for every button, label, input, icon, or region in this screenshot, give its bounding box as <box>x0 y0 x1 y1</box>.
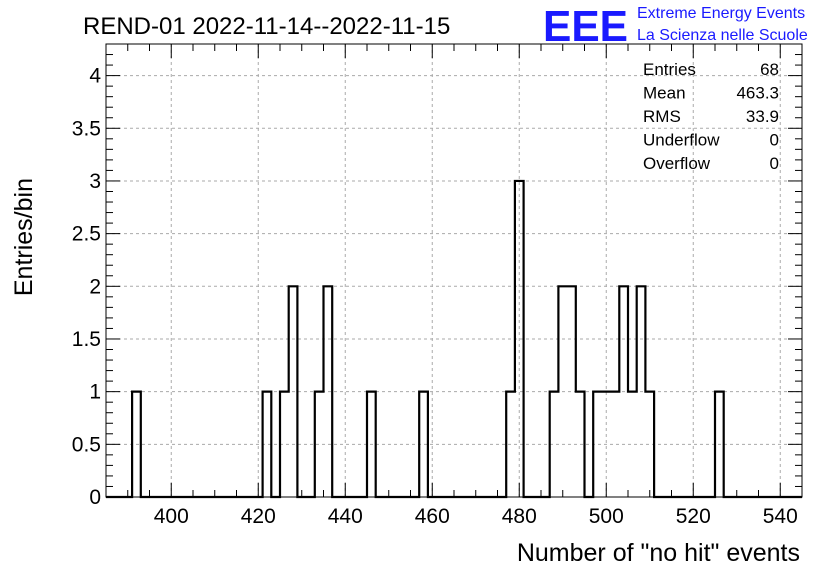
histogram-bin <box>628 392 637 497</box>
y-tick-label: 3.5 <box>72 117 101 140</box>
histogram-bin <box>458 76 467 497</box>
x-tick-label: 420 <box>241 505 276 528</box>
histogram-bin <box>315 392 324 497</box>
stats-value: 463.3 <box>736 84 779 103</box>
y-tick-label: 4 <box>89 65 101 88</box>
y-tick-label: 1.5 <box>72 328 101 351</box>
stats-box: Entries 68 Mean 463.3 RMS 33.9 Underflow 0 Overf… <box>643 60 779 173</box>
histogram-bin <box>289 286 298 497</box>
histogram-bin <box>232 392 241 497</box>
x-tick-label: 520 <box>676 505 711 528</box>
histogram-bin <box>345 392 354 497</box>
chart-title: REND-01 2022-11-14--2022-11-15 <box>83 13 450 40</box>
histogram-bin <box>367 392 376 497</box>
x-tick-labels: 400 420 440 460 480 500 520 540 <box>154 505 798 528</box>
histogram-bin <box>397 392 406 497</box>
histogram-bin <box>558 286 567 497</box>
histogram-bin <box>637 286 646 497</box>
histogram-bin <box>528 392 537 497</box>
y-tick-label: 0 <box>89 486 101 509</box>
histogram-bin <box>602 392 611 497</box>
y-tick-label: 1 <box>89 381 101 404</box>
histogram-bin <box>645 392 654 497</box>
stats-label: Underflow <box>643 131 720 150</box>
histogram-bin <box>619 286 628 497</box>
histogram-bin <box>537 286 546 497</box>
histogram-bin <box>493 392 502 497</box>
y-tick-label: 2.5 <box>72 223 101 246</box>
histogram-bin <box>772 392 781 497</box>
histogram-outline <box>106 179 802 499</box>
histogram-bin <box>441 286 450 497</box>
y-tick-label: 3 <box>89 170 101 193</box>
histogram-bin <box>354 392 363 497</box>
axis-ticks <box>106 43 803 498</box>
histogram-bin <box>250 392 259 497</box>
histogram-bin <box>302 286 311 497</box>
histogram-bin <box>389 392 398 497</box>
stats-value: 68 <box>760 60 779 79</box>
stats-label: Entries <box>643 60 696 79</box>
histogram-bin <box>132 392 141 497</box>
y-tick-label: 0.5 <box>72 433 101 456</box>
logo-line-2: La Scienza nelle Scuole <box>637 27 808 44</box>
histogram-bin <box>324 286 333 497</box>
histogram-bin <box>197 392 206 497</box>
x-tick-label: 500 <box>589 505 624 528</box>
stats-value: 33.9 <box>746 107 779 126</box>
x-tick-label: 400 <box>154 505 189 528</box>
histogram-bin <box>241 181 250 497</box>
stats-label: Mean <box>643 84 686 103</box>
x-tick-label: 480 <box>502 505 537 528</box>
histogram-bin <box>576 392 585 497</box>
histogram-bin <box>550 392 559 497</box>
y-axis-label: Entries/bin <box>10 178 38 296</box>
x-axis-label: Number of "no hit" events <box>517 539 800 567</box>
y-tick-label: 2 <box>89 275 101 298</box>
stats-value: 0 <box>770 154 779 173</box>
histogram-bin <box>515 181 524 497</box>
histogram-bin <box>567 286 576 497</box>
histogram-bin <box>593 392 602 497</box>
logo-line-1: Extreme Energy Events <box>637 5 805 22</box>
histogram-bin <box>223 392 232 497</box>
histogram-bin <box>280 392 289 497</box>
histogram-bin <box>476 392 485 497</box>
histogram-bin <box>611 392 620 497</box>
histogram-bin <box>506 392 515 497</box>
x-tick-label: 540 <box>763 505 798 528</box>
stats-label: RMS <box>643 107 681 126</box>
eee-logo: EEE Extreme Energy Events La Scienza nel… <box>543 2 808 51</box>
histogram-bin <box>337 392 346 497</box>
y-tick-labels: 0 0.5 1 1.5 2 2.5 3 3.5 4 <box>72 65 102 509</box>
x-tick-label: 460 <box>415 505 450 528</box>
logo-text: EEE <box>543 2 628 51</box>
x-tick-label: 440 <box>328 505 363 528</box>
stats-label: Overflow <box>643 154 711 173</box>
histogram-bin <box>263 392 272 497</box>
stats-value: 0 <box>770 131 779 150</box>
histogram-bars <box>106 76 802 499</box>
histogram-bin <box>419 392 428 497</box>
histogram-bin <box>154 392 163 497</box>
histogram-bin <box>450 392 459 497</box>
histogram-bin <box>715 392 724 497</box>
